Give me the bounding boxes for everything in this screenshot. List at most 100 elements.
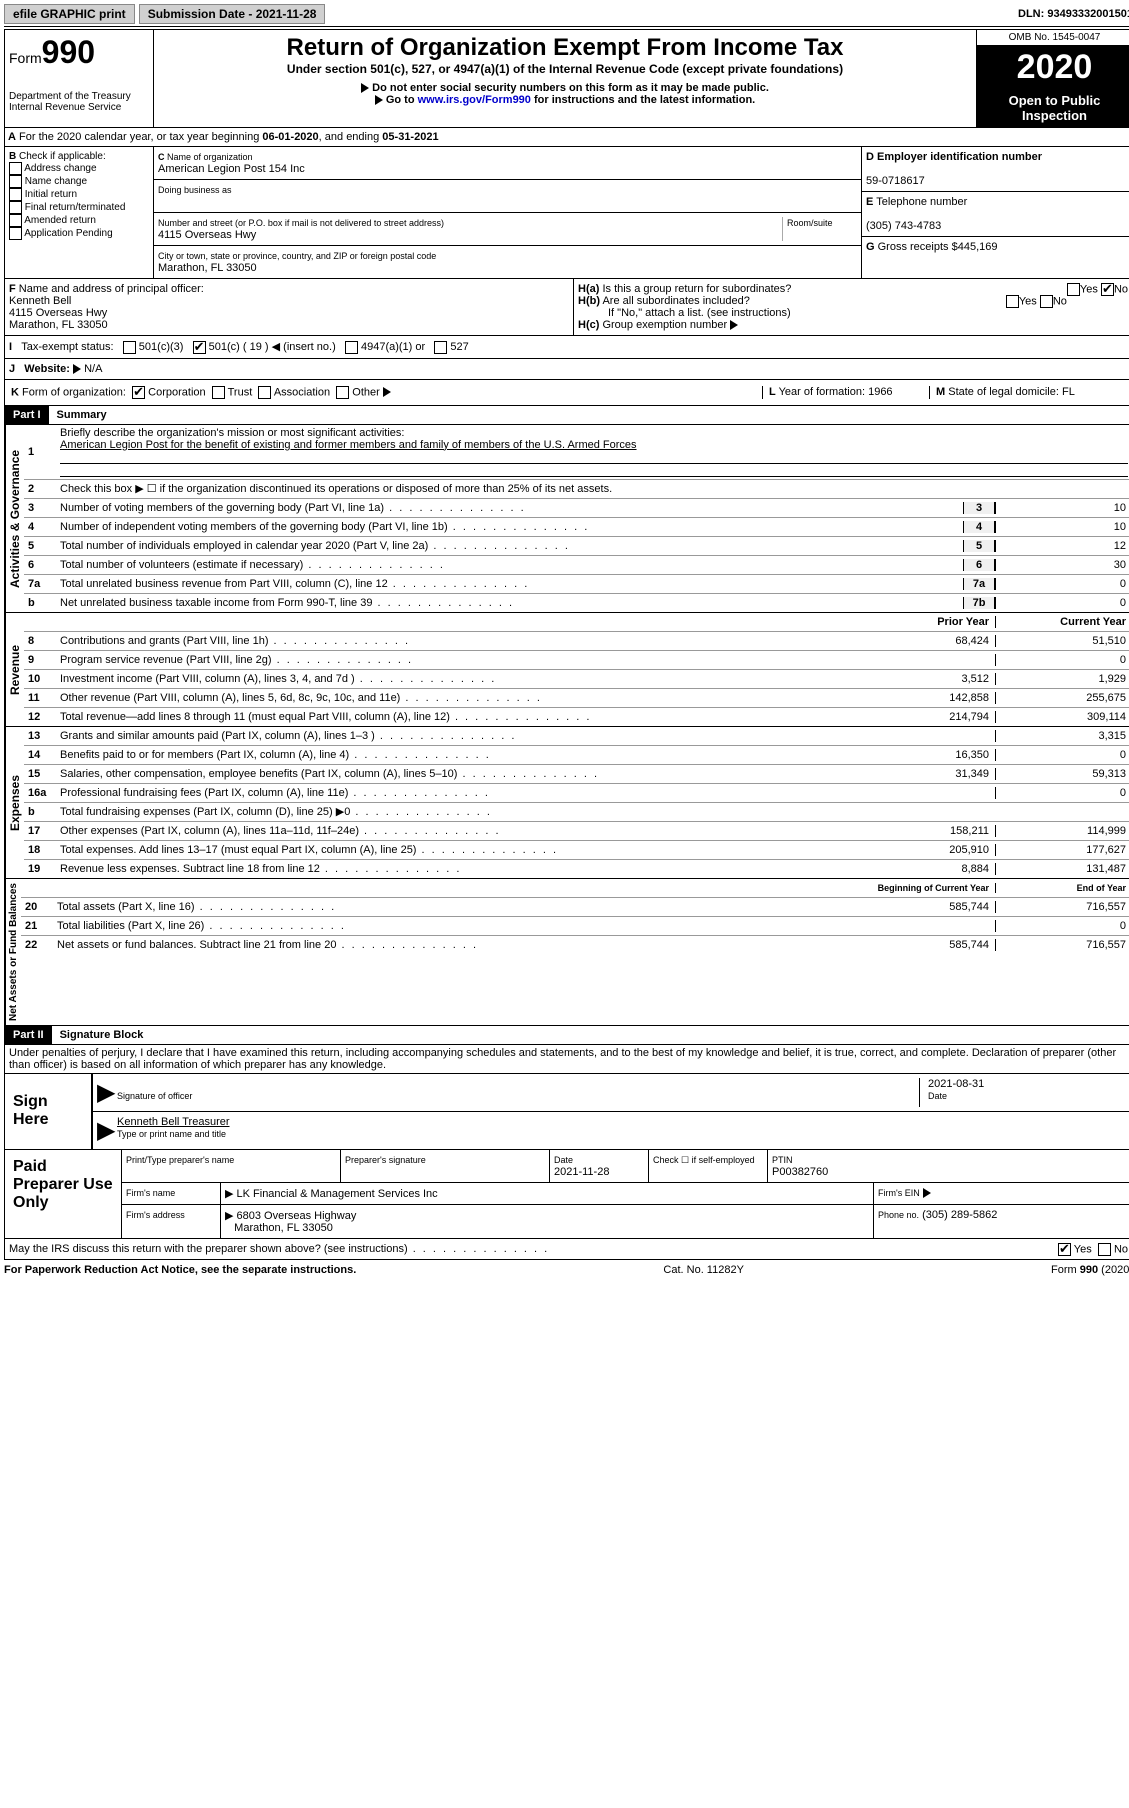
checkbox-hb-no[interactable] [1040,295,1053,308]
sign-date-label: Date [928,1091,947,1101]
checkbox-address[interactable] [9,162,22,175]
line2-text: Check this box ▶ ☐ if the organization d… [56,480,1129,497]
dln: DLN: 93493332001501 [1018,8,1129,20]
part2-header: Part IISignature Block [4,1026,1129,1045]
prior-val: 585,744 [869,901,995,913]
prior-val: 3,512 [869,673,995,685]
self-employed-label: Check ☐ if self-employed [653,1155,755,1165]
checkbox-trust[interactable] [212,386,225,399]
paid-preparer-block: Paid Preparer Use Only Print/Type prepar… [4,1150,1129,1239]
submission-date: Submission Date - 2021-11-28 [139,4,326,24]
checkbox-4947[interactable] [345,341,358,354]
checkbox-501c[interactable] [193,341,206,354]
discuss-row: May the IRS discuss this return with the… [4,1239,1129,1260]
line-text: Contributions and grants (Part VIII, lin… [56,633,869,649]
checkbox-other[interactable] [336,386,349,399]
discuss-text: May the IRS discuss this return with the… [9,1243,549,1255]
checkbox-ha-no[interactable] [1101,283,1114,296]
checkbox-amended[interactable] [9,214,22,227]
line-text: Total liabilities (Part X, line 26) [53,918,869,934]
checkbox-name[interactable] [9,175,22,188]
line3-text: Number of voting members of the governin… [56,500,963,516]
current-year-hdr: Current Year [995,616,1129,628]
address-value: 4115 Overseas Hwy [158,229,256,241]
checkbox-527[interactable] [434,341,447,354]
prior-val: 142,858 [869,692,995,704]
current-val: 177,627 [995,844,1129,856]
prior-val: 16,350 [869,749,995,761]
checkbox-assoc[interactable] [258,386,271,399]
arrow-icon [73,364,81,374]
gross-label: Gross receipts $ [878,241,958,253]
section-b-c-d: B Check if applicable: Address change Na… [4,147,1129,279]
mission-text: American Legion Post for the benefit of … [60,439,637,451]
arrow-icon [383,387,391,397]
line-text: Benefits paid to or for members (Part IX… [56,747,869,763]
firm-phone-label: Phone no. [878,1210,919,1220]
line7a-text: Total unrelated business revenue from Pa… [56,576,963,592]
goto-note-2: for instructions and the latest informat… [531,94,755,106]
tax-status-label: Tax-exempt status: [21,341,113,353]
line-text: Total assets (Part X, line 16) [53,899,869,915]
line6-val: 30 [995,559,1129,571]
officer-sig-name: Kenneth Bell Treasurer [117,1116,230,1128]
officer-name-label: Type or print name and title [117,1129,226,1139]
attach-note: If "No," attach a list. (see instruction… [578,307,791,319]
line-text: Other revenue (Part VIII, column (A), li… [56,690,869,706]
prior-val: 68,424 [869,635,995,647]
form-org-label: Form of organization: [22,386,126,398]
line3-val: 10 [995,502,1129,514]
line-text: Professional fundraising fees (Part IX, … [56,785,869,801]
part2-badge: Part II [5,1026,52,1044]
checkbox-initial[interactable] [9,188,22,201]
line6-text: Total number of volunteers (estimate if … [56,557,963,573]
sign-block: Sign Here ▶ Signature of officer 2021-08… [4,1074,1129,1150]
line-text: Revenue less expenses. Subtract line 18 … [56,861,869,877]
checkbox-pending[interactable] [9,227,22,240]
line7b-text: Net unrelated business taxable income fr… [56,595,963,611]
city-label: City or town, state or province, country… [158,251,436,261]
paid-preparer-label: Paid Preparer Use Only [5,1150,122,1238]
year-formation: 1966 [868,386,892,398]
line-text: Total expenses. Add lines 13–17 (must eq… [56,842,869,858]
line-text: Total revenue—add lines 8 through 11 (mu… [56,709,869,725]
arrow-icon [361,83,369,93]
checkbox-corp[interactable] [132,386,145,399]
line-text: Total fundraising expenses (Part IX, col… [56,803,869,820]
efile-button[interactable]: efile GRAPHIC print [4,4,135,24]
current-val: 255,675 [995,692,1129,704]
address-label: Number and street (or P.O. box if mail i… [158,218,444,228]
form-title: Return of Organization Exempt From Incom… [158,34,972,62]
box-b-header: Check if applicable: [19,151,106,162]
exemption-label: Group exemption number [602,319,727,331]
irs-link[interactable]: www.irs.gov/Form990 [418,94,531,106]
ptin-label: PTIN [772,1155,793,1165]
city-value: Marathon, FL 33050 [158,262,257,274]
prior-val: 205,910 [869,844,995,856]
footer-mid: Cat. No. 11282Y [663,1264,744,1276]
form-word: Form [9,50,42,66]
officer-addr1: 4115 Overseas Hwy [9,307,107,319]
group-return-label: Is this a group return for subordinates? [602,283,791,295]
netassets-block: Net Assets or Fund Balances Beginning of… [4,879,1129,1026]
current-val: 716,557 [995,939,1129,951]
arrow-icon [923,1188,931,1198]
checkbox-discuss-yes[interactable] [1058,1243,1071,1256]
current-val: 59,313 [995,768,1129,780]
revenue-block: Revenue Prior YearCurrent Year 8Contribu… [4,613,1129,727]
current-val: 0 [995,749,1129,761]
checkbox-discuss-no[interactable] [1098,1243,1111,1256]
signature-label: Signature of officer [117,1091,192,1101]
preparer-sig-label: Preparer's signature [345,1155,426,1165]
checkbox-hb-yes[interactable] [1006,295,1019,308]
current-val: 3,315 [995,730,1129,742]
firm-city: Marathon, FL 33050 [234,1222,333,1234]
current-val: 0 [995,787,1129,799]
line-text: Program service revenue (Part VIII, line… [56,652,869,668]
sign-date: 2021-08-31 [928,1078,984,1090]
org-name-label: Name of organization [167,152,253,162]
footer-right: Form 990 (2020) [1051,1264,1129,1276]
checkbox-501c3[interactable] [123,341,136,354]
checkbox-final[interactable] [9,201,22,214]
checkbox-ha-yes[interactable] [1067,283,1080,296]
